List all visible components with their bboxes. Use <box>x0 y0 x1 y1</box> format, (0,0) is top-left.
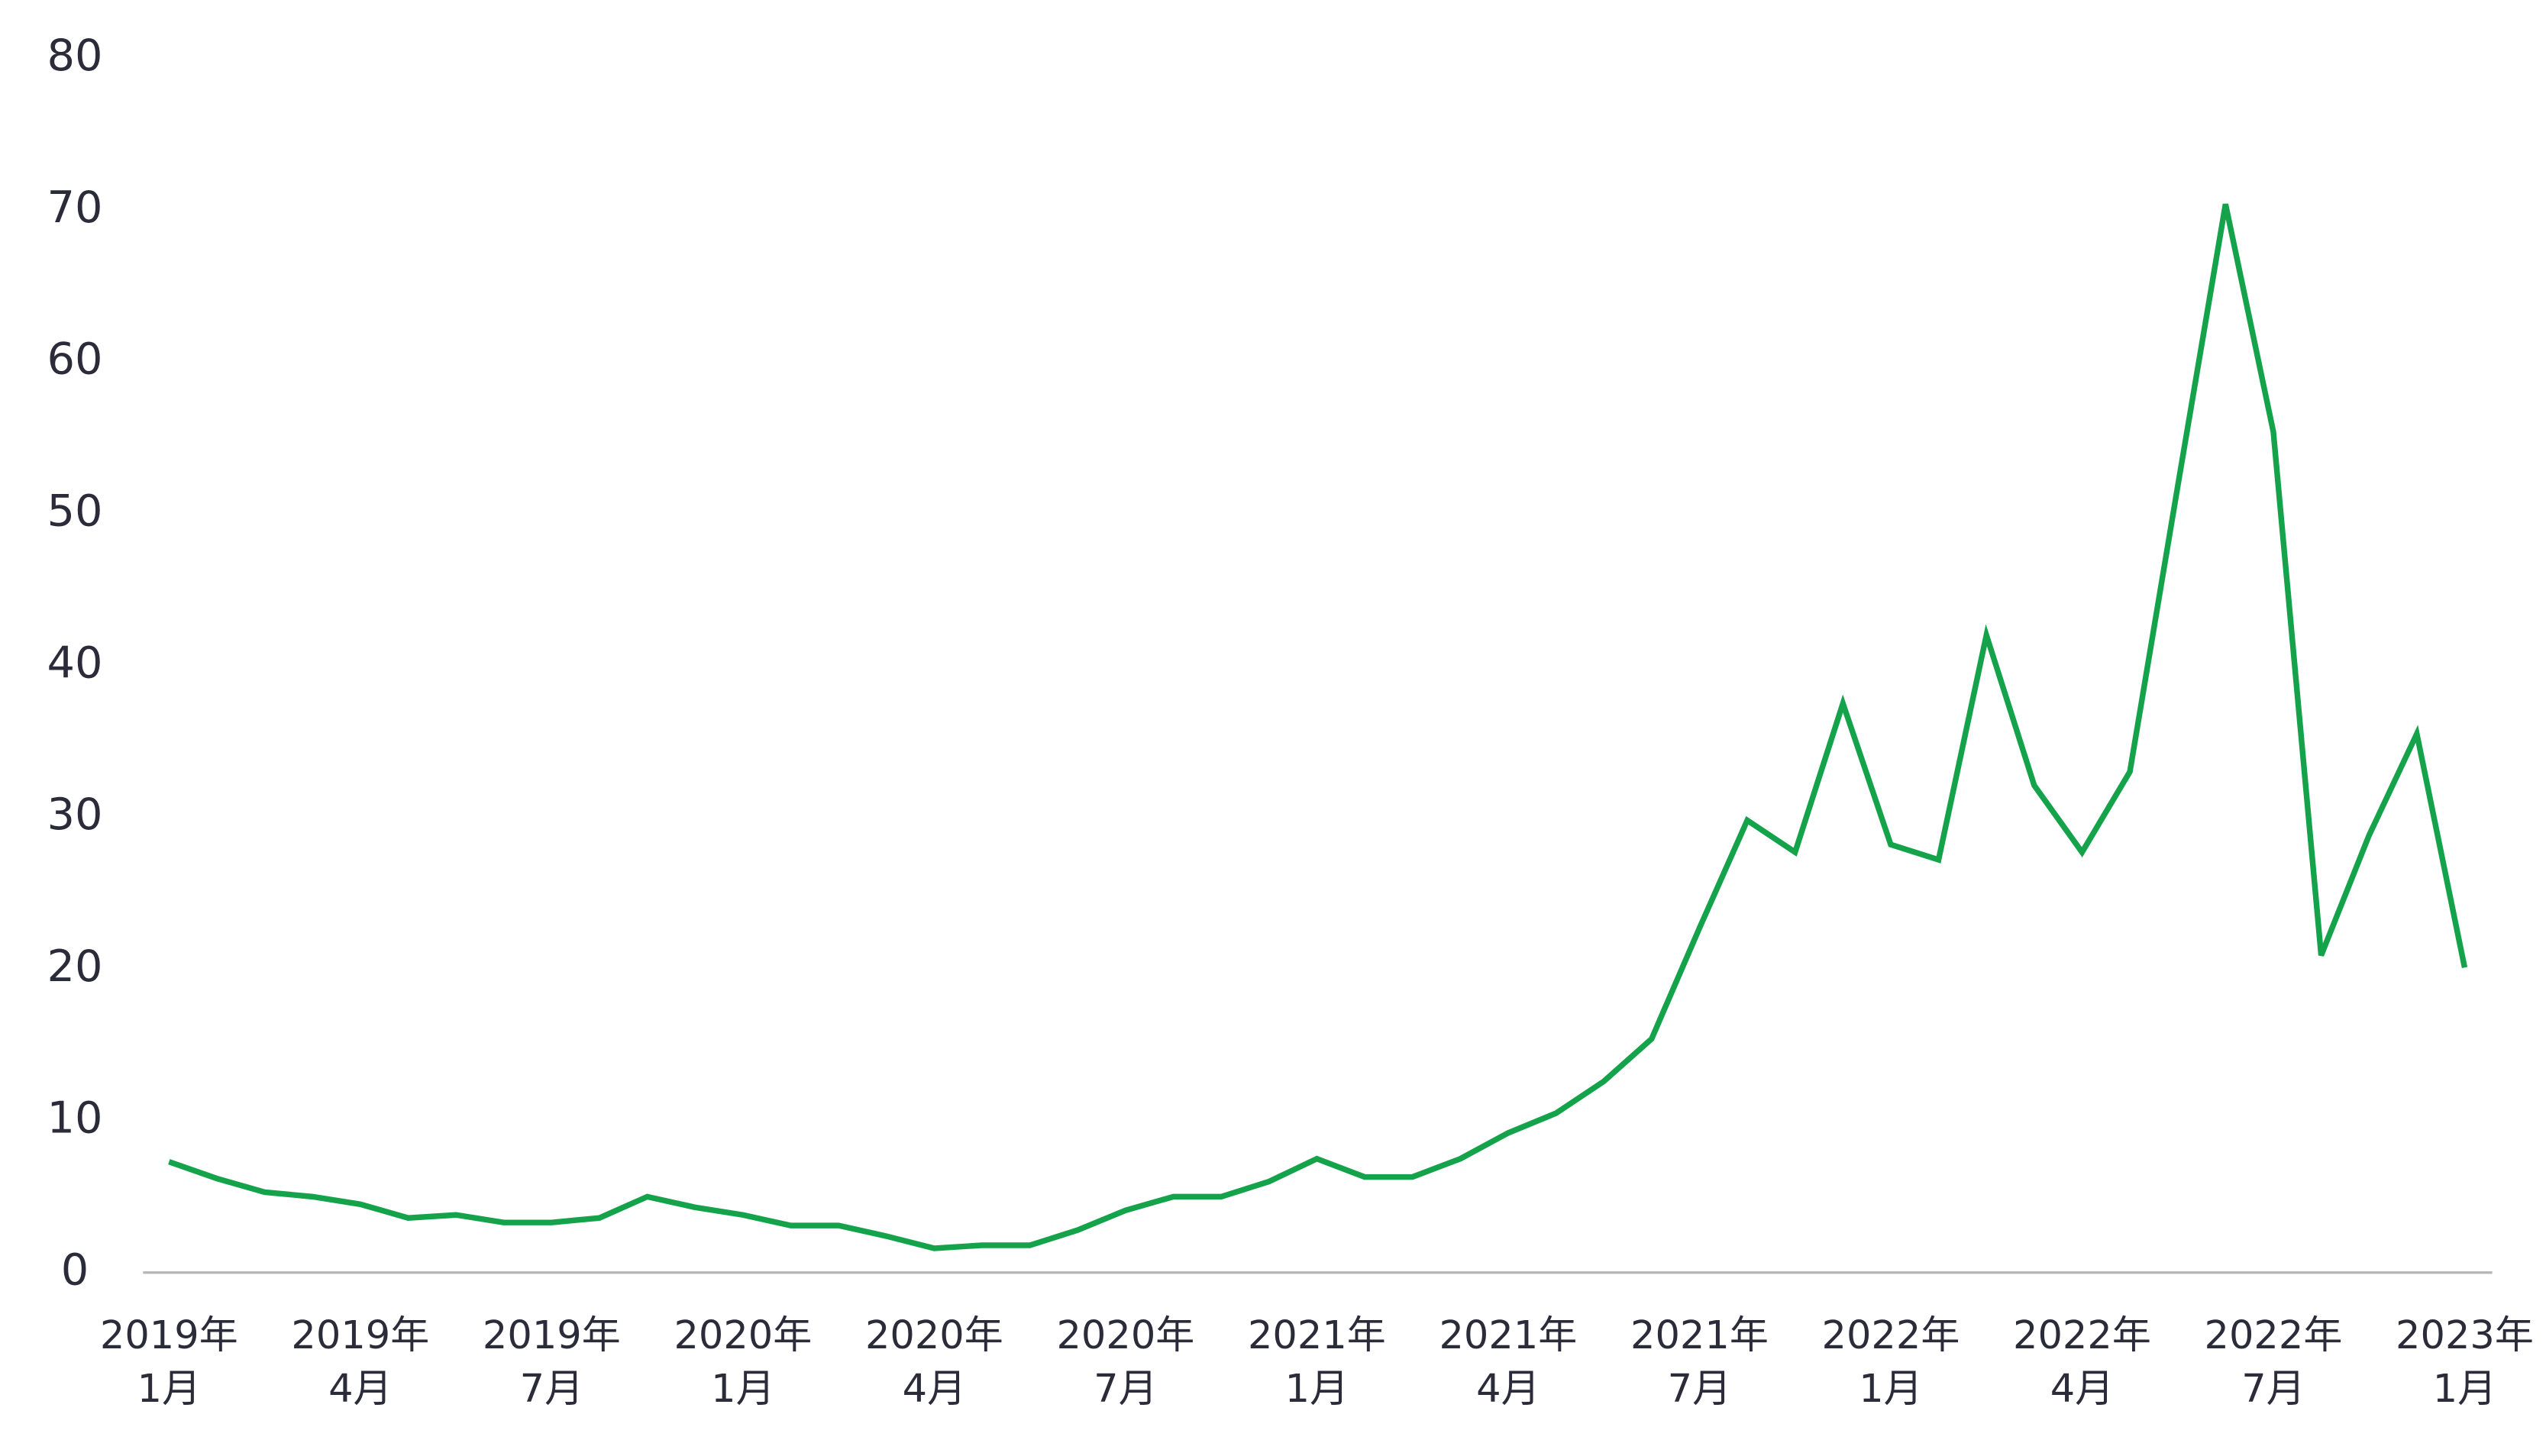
x-tick-label: 1月 <box>1859 1367 1922 1412</box>
y-tick-label: 10 <box>47 1093 103 1144</box>
x-tick-label: 2020年 <box>865 1313 1003 1358</box>
y-tick-label: 50 <box>47 485 103 536</box>
x-tick-label: 7月 <box>1094 1367 1157 1412</box>
x-tick-label: 7月 <box>1668 1367 1731 1412</box>
x-tick-label: 2021年 <box>1630 1313 1769 1358</box>
x-tick-label: 7月 <box>520 1367 583 1412</box>
x-tick-label: 2020年 <box>674 1313 812 1358</box>
x-tick-label: 2019年 <box>291 1313 429 1358</box>
x-tick-label: 4月 <box>2050 1367 2114 1412</box>
y-tick-label: 40 <box>47 637 103 688</box>
x-tick-label: 2021年 <box>1439 1313 1577 1358</box>
x-tick-label: 2020年 <box>1056 1313 1194 1358</box>
x-tick-label: 4月 <box>903 1367 966 1412</box>
y-tick-label: 0 <box>61 1244 89 1295</box>
x-tick-label: 1月 <box>137 1367 201 1412</box>
x-tick-label: 4月 <box>1476 1367 1540 1412</box>
x-tick-label: 2022年 <box>2205 1313 2343 1358</box>
x-tick-label: 7月 <box>2241 1367 2305 1412</box>
x-tick-label: 2021年 <box>1248 1313 1386 1358</box>
x-tick-label: 1月 <box>2433 1367 2496 1412</box>
y-tick-label: 60 <box>47 334 103 385</box>
x-tick-label: 2022年 <box>2013 1313 2151 1358</box>
y-tick-label: 20 <box>47 941 103 992</box>
x-tick-label: 1月 <box>711 1367 774 1412</box>
x-tick-label: 1月 <box>1285 1367 1349 1412</box>
x-tick-label: 2019年 <box>100 1313 238 1358</box>
line <box>168 203 2468 1251</box>
y-tick-label: 70 <box>47 182 103 233</box>
x-tick-label: 2022年 <box>1822 1313 1960 1358</box>
y-tick-label: 30 <box>47 789 103 840</box>
y-tick-label: 80 <box>47 30 103 81</box>
x-tick-label: 2019年 <box>483 1313 621 1358</box>
x-tick-label: 2023年 <box>2396 1313 2534 1358</box>
x-tick-label: 4月 <box>328 1367 392 1412</box>
